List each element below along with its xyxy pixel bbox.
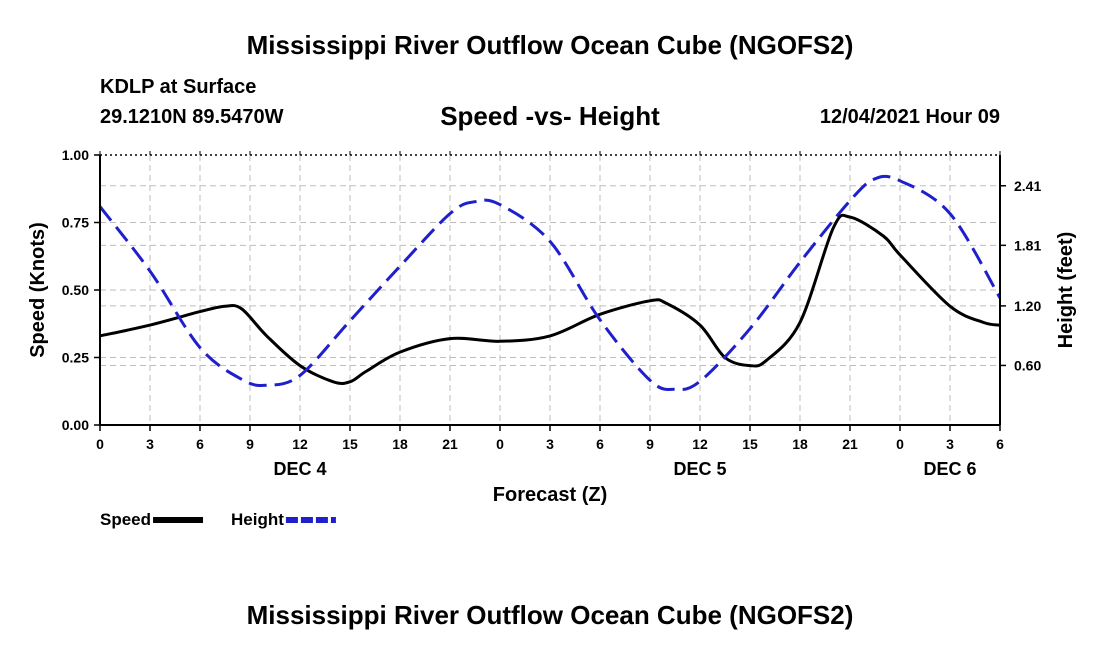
x-tick-label: 12 [692,436,708,452]
x-tick-label: 0 [896,436,904,452]
series-layer [98,174,1002,392]
station-label: KDLP at Surface [100,76,257,98]
date-label: DEC 4 [273,459,326,479]
y-tick-label-right: 1.81 [1014,237,1041,253]
footer-title: Mississippi River Outflow Ocean Cube (NG… [246,600,854,630]
grid [100,155,1000,425]
series-line-speed [99,213,1001,385]
chart-subtitle: Speed -vs- Height [440,101,660,131]
x-tick-label: 21 [442,436,458,452]
x-tick-label: 6 [996,436,1004,452]
chart-title: Mississippi River Outflow Ocean Cube (NG… [246,30,854,60]
legend: Speed Height [100,510,336,529]
x-tick-label: 0 [96,436,104,452]
x-axis-title: Forecast (Z) [493,484,607,506]
legend-label-height: Height [231,510,284,529]
coordinates-label: 29.1210N 89.5470W [100,106,284,128]
x-tick-label: 0 [496,436,504,452]
tick-labels: 0 3 6 9 12 15 18 21 0 3 6 9 12 15 18 21 0 3 6 DEC 4 DEC 5 DEC… [27,147,1077,506]
x-tick-label: 3 [946,436,954,452]
speed-height-chart: 0 3 6 9 12 15 18 21 0 3 6 9 12 15 18 21 0 3 6 DEC 4 DEC 5 DEC… [27,147,1077,529]
x-tick-label: 6 [196,436,204,452]
x-tick-label: 18 [792,436,808,452]
series-line-height [98,174,1002,392]
y-tick-label-left: 0.00 [62,417,89,433]
date-label: DEC 5 [673,459,726,479]
legend-label-speed: Speed [100,510,151,529]
y-axis-title-right: Height (feet) [1055,232,1077,349]
x-tick-label: 12 [292,436,308,452]
datetime-label: 12/04/2021 Hour 09 [819,106,1000,128]
date-label: DEC 6 [923,459,976,479]
x-tick-label: 9 [246,436,254,452]
x-tick-label: 9 [646,436,654,452]
y-tick-label-right: 1.20 [1014,298,1041,314]
axes [94,151,1006,431]
x-tick-label: 15 [742,436,758,452]
x-tick-label: 15 [342,436,358,452]
x-tick-label: 3 [146,436,154,452]
x-tick-label: 21 [842,436,858,452]
y-tick-label-left: 0.25 [62,350,89,366]
y-tick-label-right: 2.41 [1014,178,1041,194]
y-tick-label-left: 0.75 [62,215,89,231]
x-tick-label: 6 [596,436,604,452]
y-tick-label-left: 1.00 [62,147,89,163]
y-axis-title-left: Speed (Knots) [27,222,49,358]
y-tick-label-left: 0.50 [62,282,89,298]
x-tick-label: 18 [392,436,408,452]
y-tick-label-right: 0.60 [1014,357,1041,373]
x-tick-label: 3 [546,436,554,452]
